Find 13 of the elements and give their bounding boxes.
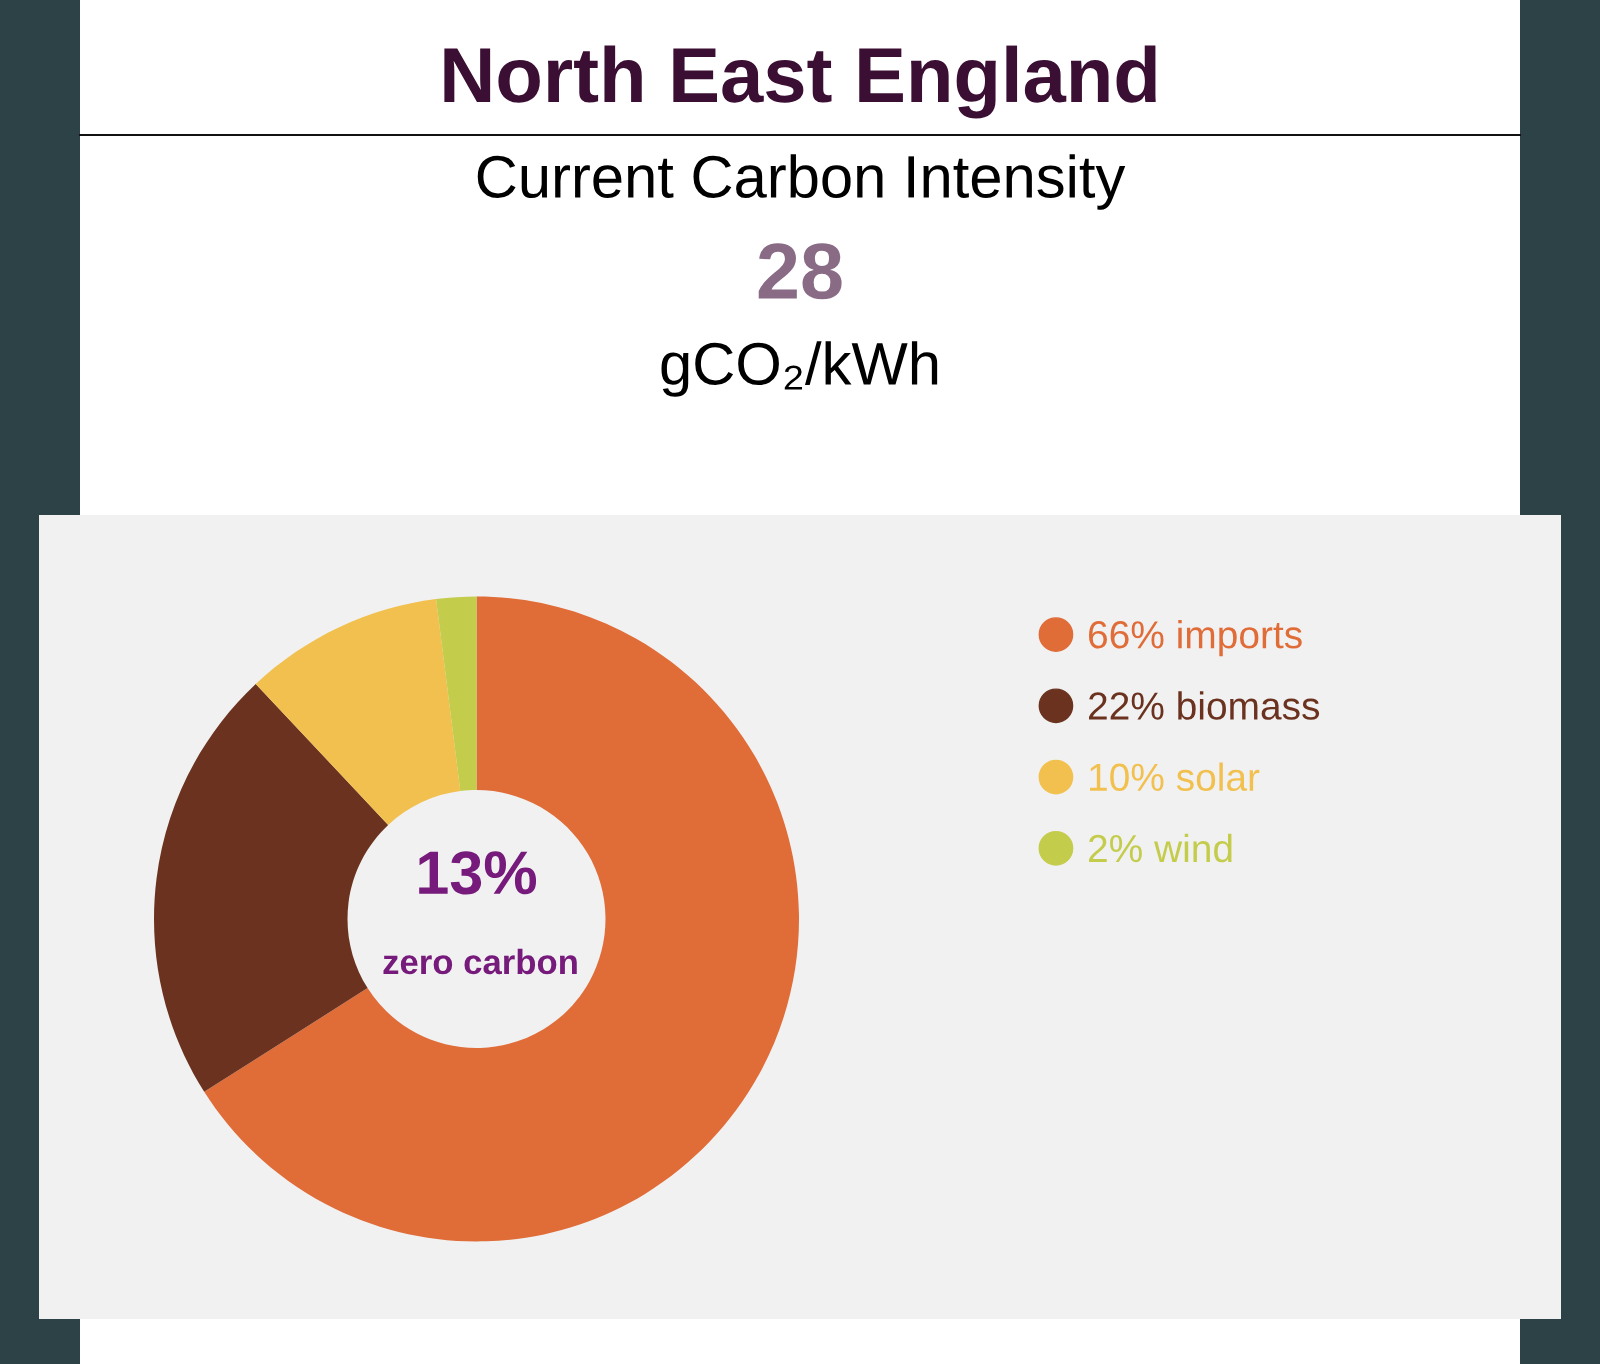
donut-slice bbox=[436, 596, 477, 792]
chart-subtitle: Current Carbon Intensity bbox=[477, 154, 1126, 210]
text: gCO₂/kWh bbox=[661, 341, 938, 397]
donut-slice bbox=[204, 596, 799, 1242]
legend-label: 2% wind bbox=[1089, 833, 1232, 863]
text: 28 bbox=[758, 243, 842, 300]
text: zero carbon bbox=[383, 948, 577, 975]
legend-label: 22% biomass bbox=[1089, 691, 1320, 720]
legend-label: 10% solar bbox=[1090, 762, 1260, 792]
legend-label: 66% imports bbox=[1089, 620, 1302, 657]
chart-title: North East England bbox=[444, 45, 1156, 119]
donut-slice bbox=[255, 599, 461, 825]
text: 13% bbox=[419, 851, 537, 895]
